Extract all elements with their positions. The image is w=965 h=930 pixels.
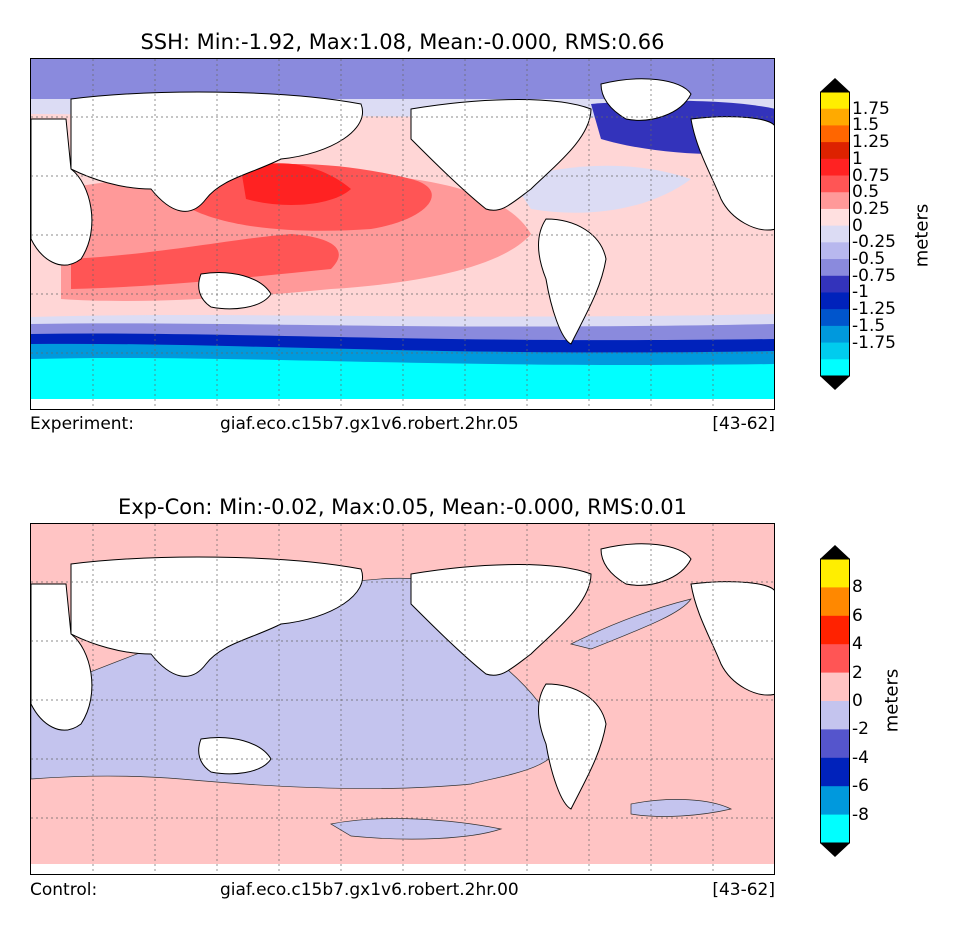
colorbar-tick-label: -1.25	[852, 299, 896, 320]
colorbar-swatch	[820, 342, 850, 360]
colorbar-tick-label: 1.75	[852, 98, 890, 119]
colorbar-tick-label: 8	[852, 577, 863, 598]
colorbar-swatch	[820, 292, 850, 310]
colorbar-swatch	[820, 587, 850, 617]
colorbar-swatch	[820, 108, 850, 126]
colorbar-tick-label: -0.75	[852, 265, 896, 286]
colorbar-swatch	[820, 225, 850, 243]
footer-case-name: giaf.eco.c15b7.gx1v6.robert.2hr.00	[220, 880, 519, 900]
bottom-colorbar-swatches	[820, 545, 850, 857]
colorbar-tick-label: 1.5	[852, 115, 880, 136]
top-colorbar	[820, 78, 850, 394]
colorbar-swatch	[820, 814, 850, 844]
north-america-landmass	[410, 564, 592, 676]
bottom-colorbar	[820, 545, 850, 861]
colorbar-max-extend-arrow	[820, 78, 850, 92]
colorbar-swatch	[820, 644, 850, 674]
colorbar-tick-label: -1.75	[852, 332, 896, 353]
colorbar-tick-label: -1	[852, 282, 869, 303]
footer-label-control: Control:	[30, 880, 98, 900]
antarctica-landmass	[31, 864, 774, 874]
colorbar-max-extend-arrow	[820, 545, 850, 559]
colorbar-swatch	[820, 92, 850, 110]
colorbar-tick-label: 0.75	[852, 165, 890, 186]
africa-landmass	[31, 118, 93, 266]
greenland-landmass	[600, 78, 692, 121]
colorbar-tick-label: 6	[852, 605, 863, 626]
colorbar-tick-label: 1.25	[852, 132, 890, 153]
colorbar-swatch	[820, 559, 850, 588]
bottom-diff-map	[30, 523, 775, 875]
colorbar-swatch	[820, 192, 850, 210]
colorbar-swatch	[820, 242, 850, 260]
map-graticule	[31, 524, 774, 874]
colorbar-tick-label: -0.5	[852, 249, 886, 270]
antarctica-landmass	[31, 399, 774, 409]
colorbar-tick-label: 1	[852, 148, 863, 169]
footer-years: [43-62]	[712, 880, 775, 900]
north-america-landmass	[410, 99, 592, 211]
eurasia-landmass	[70, 556, 363, 677]
colorbar-swatch	[820, 125, 850, 143]
footer-label-experiment: Experiment:	[30, 414, 134, 434]
eurasia-landmass	[70, 91, 363, 212]
colorbar-tick-label: -1.5	[852, 315, 886, 336]
colorbar-swatch	[820, 325, 850, 344]
colorbar-tick-label: 2	[852, 662, 863, 683]
europe-africa-east-landmass	[690, 581, 774, 696]
north-atlantic-negative-streak	[569, 598, 692, 650]
colorbar-swatch	[820, 309, 850, 327]
top-colorbar-swatches	[820, 78, 850, 390]
colorbar-swatch	[820, 672, 850, 702]
colorbar-swatch	[820, 615, 850, 645]
colorbar-swatch	[820, 359, 850, 377]
colorbar-tick-label: -8	[852, 804, 869, 825]
footer-years: [43-62]	[712, 414, 775, 434]
colorbar-swatch	[820, 757, 850, 787]
europe-africa-east-landmass	[690, 116, 774, 231]
africa-landmass	[31, 583, 93, 731]
top-map-title: SSH: Min:-1.92, Max:1.08, Mean:-0.000, R…	[140, 30, 665, 54]
colorbar-tick-label: 0.25	[852, 198, 890, 219]
colorbar-tick-label: -2	[852, 719, 869, 740]
colorbar-tick-label: 0.5	[852, 182, 880, 203]
colorbar-swatch	[820, 208, 850, 227]
western-pacific-max-region	[241, 163, 351, 205]
footer-case-name: giaf.eco.c15b7.gx1v6.robert.2hr.05	[220, 414, 519, 434]
colorbar-swatch	[820, 729, 850, 759]
colorbar-tick-label: -6	[852, 776, 869, 797]
colorbar-swatch	[820, 175, 850, 193]
colorbar-tick-label: -4	[852, 747, 869, 768]
colorbar-swatch	[820, 259, 850, 277]
colorbar-swatch	[820, 701, 850, 730]
top-colorbar-unit: meters	[911, 203, 933, 268]
colorbar-tick-label: -0.25	[852, 232, 896, 253]
southern-pacific-negative-patch	[330, 818, 503, 840]
colorbar-swatch	[820, 275, 850, 293]
map-graticule	[31, 59, 774, 409]
colorbar-tick-label: 0	[852, 215, 863, 236]
top-ssh-map	[30, 58, 775, 410]
colorbar-outline	[820, 91, 850, 377]
colorbar-outline	[820, 558, 850, 844]
bottom-map-title: Exp-Con: Min:-0.02, Max:0.05, Mean:-0.00…	[117, 495, 687, 519]
colorbar-tick-label: 0	[852, 691, 863, 711]
south-atlantic-negative-patch	[630, 799, 733, 817]
colorbar-tick-label: 4	[852, 634, 863, 655]
colorbar-swatch	[820, 786, 850, 816]
bottom-colorbar-unit: meters	[881, 668, 903, 733]
colorbar-min-extend-arrow	[820, 376, 850, 390]
indian-ocean-high-region	[71, 234, 339, 289]
north-atlantic-low-region	[511, 165, 691, 213]
colorbar-min-extend-arrow	[820, 843, 850, 857]
colorbar-swatch	[820, 158, 850, 177]
greenland-landmass	[600, 543, 692, 586]
colorbar-swatch	[820, 142, 850, 160]
